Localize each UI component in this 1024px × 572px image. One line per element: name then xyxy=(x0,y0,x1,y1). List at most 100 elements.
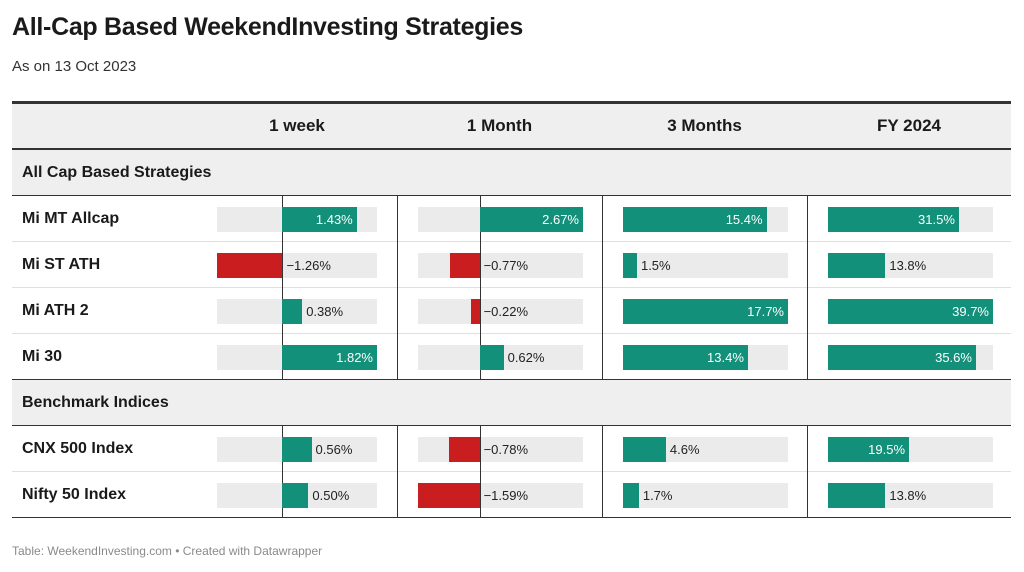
bar-cell-1-month: 0.62% xyxy=(397,334,603,380)
bar-cell-1-month: 2.67% xyxy=(397,196,603,242)
column-header-3-months: 3 Months xyxy=(667,116,742,135)
bar-track xyxy=(623,483,788,508)
positive-bar xyxy=(828,207,959,232)
positive-bar xyxy=(282,345,377,370)
value-label: 39.7% xyxy=(952,304,989,319)
positive-bar xyxy=(282,483,309,508)
bar-cell-1-month: −0.78% xyxy=(397,426,603,472)
table-row: CNX 500 Index 0.56% −0.78% 4.6% 19.5% xyxy=(12,426,1011,472)
bar-cell-1-month: −0.77% xyxy=(397,242,603,288)
positive-bar xyxy=(828,299,993,324)
row-label: Mi 30 xyxy=(22,348,63,365)
bar-cell-fy-2024: 39.7% xyxy=(807,288,1012,334)
column-header-1-week: 1 week xyxy=(269,116,325,135)
positive-bar xyxy=(828,253,886,278)
chart-subtitle: As on 13 Oct 2023 xyxy=(12,58,137,75)
bar-cell-fy-2024: 31.5% xyxy=(807,196,1012,242)
value-label: 31.5% xyxy=(918,212,955,227)
group-header: All Cap Based Strategies xyxy=(12,150,1011,196)
value-label: 1.5% xyxy=(640,258,671,273)
value-label: 0.62% xyxy=(507,350,545,365)
zero-axis xyxy=(282,242,284,288)
bar-cell-3-months: 1.5% xyxy=(602,242,808,288)
positive-bar xyxy=(479,345,504,370)
value-label: 1.82% xyxy=(336,350,373,365)
positive-bar xyxy=(623,299,788,324)
zero-axis xyxy=(479,242,481,288)
table-row: Mi MT Allcap 1.43% 2.67% 15.4% 31.5% xyxy=(12,196,1011,242)
row-label: CNX 500 Index xyxy=(22,440,134,457)
value-label: −0.77% xyxy=(483,258,529,273)
bar-cell-1-week: 1.43% xyxy=(197,196,397,242)
value-label: −1.59% xyxy=(483,488,529,503)
value-label: 0.50% xyxy=(312,488,350,503)
bar-cell-3-months: 15.4% xyxy=(602,196,808,242)
positive-bar xyxy=(623,345,748,370)
positive-bar xyxy=(282,299,303,324)
positive-bar xyxy=(623,437,666,462)
column-header-fy-2024: FY 2024 xyxy=(877,116,941,135)
value-label: 4.6% xyxy=(669,442,700,457)
value-label: 1.7% xyxy=(642,488,673,503)
row-label: Mi ST ATH xyxy=(22,256,101,273)
value-label: 35.6% xyxy=(935,350,972,365)
value-label: 0.56% xyxy=(315,442,353,457)
group-header: Benchmark Indices xyxy=(12,380,1011,426)
value-label: −0.22% xyxy=(483,304,529,319)
positive-bar xyxy=(282,437,312,462)
bar-cell-fy-2024: 19.5% xyxy=(807,426,1012,472)
row-label: Mi MT Allcap xyxy=(22,210,120,227)
table-row: Mi ST ATH −1.26% −0.77% 1.5% 13.8% xyxy=(12,242,1011,288)
bar-cell-1-week: 1.82% xyxy=(197,334,397,380)
value-label: 13.4% xyxy=(707,350,744,365)
value-label: 2.67% xyxy=(542,212,579,227)
bar-cell-3-months: 13.4% xyxy=(602,334,808,380)
table-body: All Cap Based Strategies Mi MT Allcap 1.43… xyxy=(12,150,1011,518)
bar-cell-3-months: 17.7% xyxy=(602,288,808,334)
positive-bar xyxy=(623,483,639,508)
bar-track xyxy=(418,437,583,462)
bar-cell-fy-2024: 35.6% xyxy=(807,334,1012,380)
bar-cell-3-months: 1.7% xyxy=(602,472,808,518)
positive-bar xyxy=(479,207,583,232)
value-label: 13.8% xyxy=(889,488,927,503)
bar-cell-1-week: 0.50% xyxy=(197,472,397,518)
negative-bar xyxy=(471,299,480,324)
positive-bar xyxy=(828,437,910,462)
row-label: Nifty 50 Index xyxy=(22,486,127,503)
bar-cell-1-month: −0.22% xyxy=(397,288,603,334)
value-label: 13.8% xyxy=(889,258,927,273)
value-label: −0.78% xyxy=(483,442,529,457)
negative-bar xyxy=(418,483,480,508)
chart-title: All-Cap Based WeekendInvesting Strategie… xyxy=(12,13,524,41)
value-label: 1.43% xyxy=(315,212,353,227)
column-header-1-month: 1 Month xyxy=(466,116,533,135)
bar-cell-3-months: 4.6% xyxy=(602,426,808,472)
zero-axis xyxy=(479,288,481,334)
value-label: 19.5% xyxy=(868,442,906,457)
value-label: 17.7% xyxy=(747,304,784,319)
bar-cell-1-week: −1.26% xyxy=(197,242,397,288)
table-row: Nifty 50 Index 0.50% −1.59% 1.7% 13.8% xyxy=(12,472,1011,518)
bar-cell-fy-2024: 13.8% xyxy=(807,472,1012,518)
positive-bar xyxy=(623,207,767,232)
value-label: −1.26% xyxy=(286,258,331,273)
bar-cell-1-week: 0.38% xyxy=(197,288,397,334)
row-label: Mi ATH 2 xyxy=(22,302,89,319)
bar-cell-1-week: 0.56% xyxy=(197,426,397,472)
value-label: 0.38% xyxy=(306,304,344,319)
positive-bar xyxy=(623,253,637,278)
positive-bar xyxy=(282,207,357,232)
table-row: Mi 30 1.82% 0.62% 13.4% 35.6% xyxy=(12,334,1011,380)
zero-axis xyxy=(479,426,481,472)
bar-cell-fy-2024: 13.8% xyxy=(807,242,1012,288)
positive-bar xyxy=(828,345,976,370)
bar-track xyxy=(418,299,583,324)
zero-axis xyxy=(479,472,481,518)
negative-bar xyxy=(449,253,480,278)
source-footer: Table: WeekendInvesting.com • Created wi… xyxy=(12,544,323,558)
bar-track xyxy=(418,253,583,278)
negative-bar xyxy=(449,437,480,462)
negative-bar xyxy=(217,253,283,278)
bar-cell-1-month: −1.59% xyxy=(397,472,603,518)
